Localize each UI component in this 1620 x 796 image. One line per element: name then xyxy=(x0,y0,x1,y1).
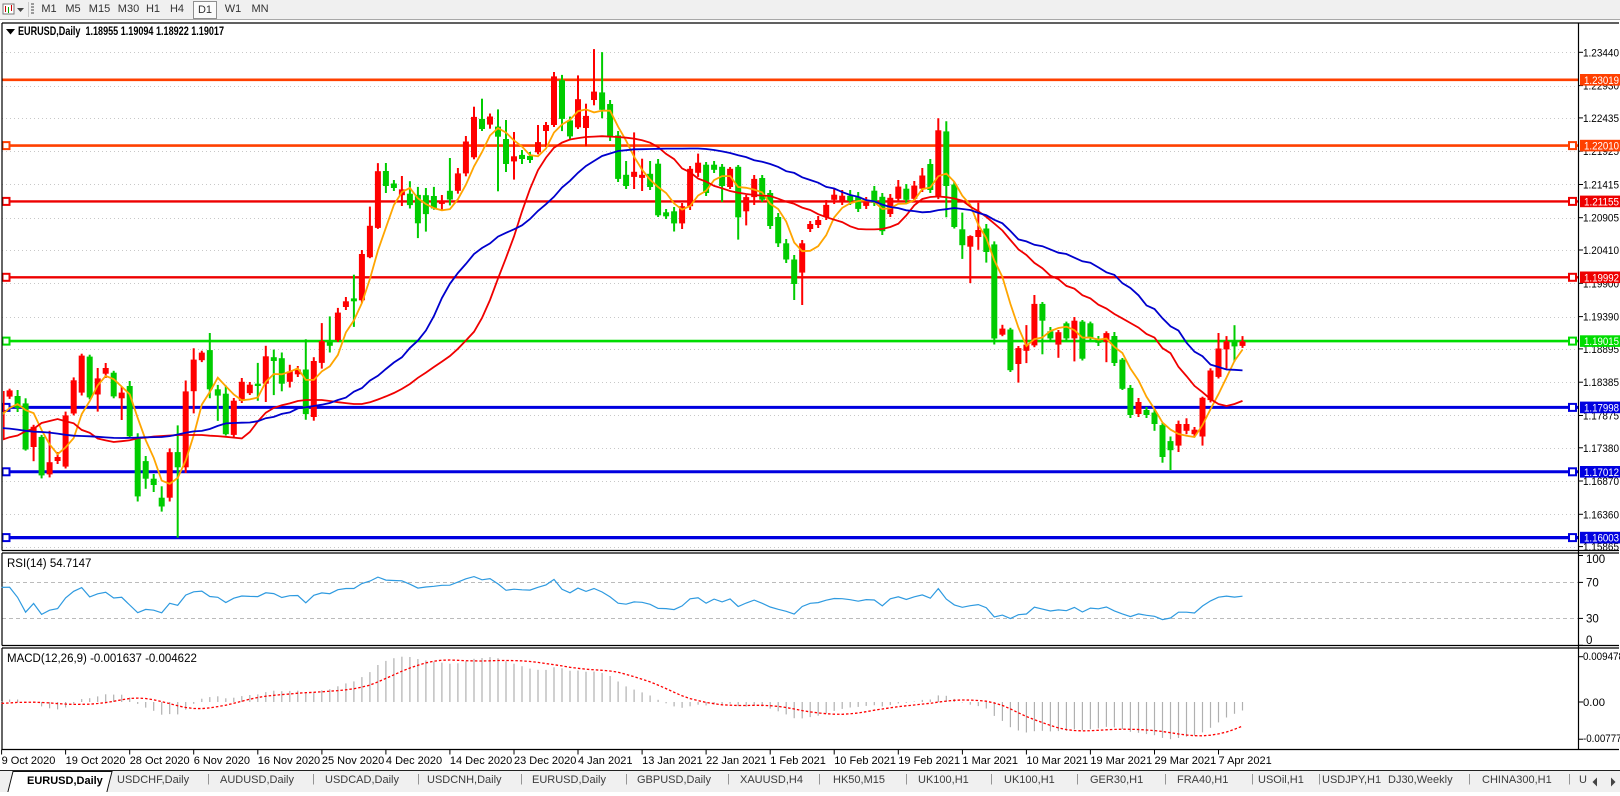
svg-text:30: 30 xyxy=(1586,613,1599,625)
svg-text:100: 100 xyxy=(1586,554,1605,566)
svg-text:29 Mar 2021: 29 Mar 2021 xyxy=(1155,755,1217,767)
svg-text:1.23019: 1.23019 xyxy=(1584,75,1619,87)
svg-text:MACD(12,26,9) -0.001637 -0.004: MACD(12,26,9) -0.001637 -0.004622 xyxy=(7,653,197,665)
svg-text:1 Mar 2021: 1 Mar 2021 xyxy=(962,755,1018,767)
svg-text:19 Feb 2021: 19 Feb 2021 xyxy=(898,755,960,767)
svg-text:1.21155: 1.21155 xyxy=(1584,196,1619,208)
svg-text:1.22010: 1.22010 xyxy=(1584,141,1619,153)
svg-text:1.20905: 1.20905 xyxy=(1583,213,1619,225)
svg-text:1.16003: 1.16003 xyxy=(1584,533,1619,545)
svg-text:1.23440: 1.23440 xyxy=(1583,47,1619,59)
svg-text:1.17012: 1.17012 xyxy=(1584,467,1619,479)
svg-text:28 Oct 2020: 28 Oct 2020 xyxy=(130,755,190,767)
svg-text:1.18385: 1.18385 xyxy=(1583,377,1619,389)
svg-text:0.009478: 0.009478 xyxy=(1583,651,1620,663)
svg-text:1.17380: 1.17380 xyxy=(1583,443,1619,455)
svg-text:10 Feb 2021: 10 Feb 2021 xyxy=(834,755,896,767)
svg-text:1.22435: 1.22435 xyxy=(1583,113,1619,125)
svg-text:19 Oct 2020: 19 Oct 2020 xyxy=(66,755,126,767)
svg-text:1.15865: 1.15865 xyxy=(1583,542,1619,554)
svg-text:EURUSD,Daily 1.18955 1.19094: EURUSD,Daily 1.18955 1.19094 1.18922 1.1… xyxy=(18,26,224,38)
svg-text:1.19015: 1.19015 xyxy=(1584,336,1619,348)
svg-text:23 Dec 2020: 23 Dec 2020 xyxy=(514,755,576,767)
svg-text:1.16870: 1.16870 xyxy=(1583,476,1619,488)
svg-text:1.19992: 1.19992 xyxy=(1584,272,1619,284)
svg-text:9 Oct 2020: 9 Oct 2020 xyxy=(2,755,56,767)
svg-text:4 Dec 2020: 4 Dec 2020 xyxy=(386,755,442,767)
svg-text:4 Jan 2021: 4 Jan 2021 xyxy=(578,755,632,767)
svg-text:1 Feb 2021: 1 Feb 2021 xyxy=(770,755,826,767)
svg-text:10 Mar 2021: 10 Mar 2021 xyxy=(1026,755,1088,767)
svg-text:13 Jan 2021: 13 Jan 2021 xyxy=(642,755,703,767)
svg-text:16 Nov 2020: 16 Nov 2020 xyxy=(258,755,320,767)
svg-text:0: 0 xyxy=(1586,635,1592,647)
svg-text:RSI(14) 54.7147: RSI(14) 54.7147 xyxy=(7,558,91,570)
svg-text:1.17998: 1.17998 xyxy=(1584,402,1619,414)
svg-text:1.17875: 1.17875 xyxy=(1583,411,1619,423)
svg-text:1.20410: 1.20410 xyxy=(1583,245,1619,257)
svg-text:14 Dec 2020: 14 Dec 2020 xyxy=(450,755,512,767)
svg-text:7 Apr 2021: 7 Apr 2021 xyxy=(1219,755,1272,767)
svg-text:0.00: 0.00 xyxy=(1583,697,1605,709)
svg-text:22 Jan 2021: 22 Jan 2021 xyxy=(706,755,767,767)
svg-text:1.21415: 1.21415 xyxy=(1583,180,1619,192)
svg-text:-0.007778: -0.007778 xyxy=(1583,733,1620,745)
svg-text:19 Mar 2021: 19 Mar 2021 xyxy=(1090,755,1152,767)
svg-text:25 Nov 2020: 25 Nov 2020 xyxy=(322,755,384,767)
svg-text:1.19390: 1.19390 xyxy=(1583,312,1619,324)
svg-text:1.16360: 1.16360 xyxy=(1583,509,1619,521)
svg-text:6 Nov 2020: 6 Nov 2020 xyxy=(194,755,250,767)
svg-text:70: 70 xyxy=(1586,577,1599,589)
